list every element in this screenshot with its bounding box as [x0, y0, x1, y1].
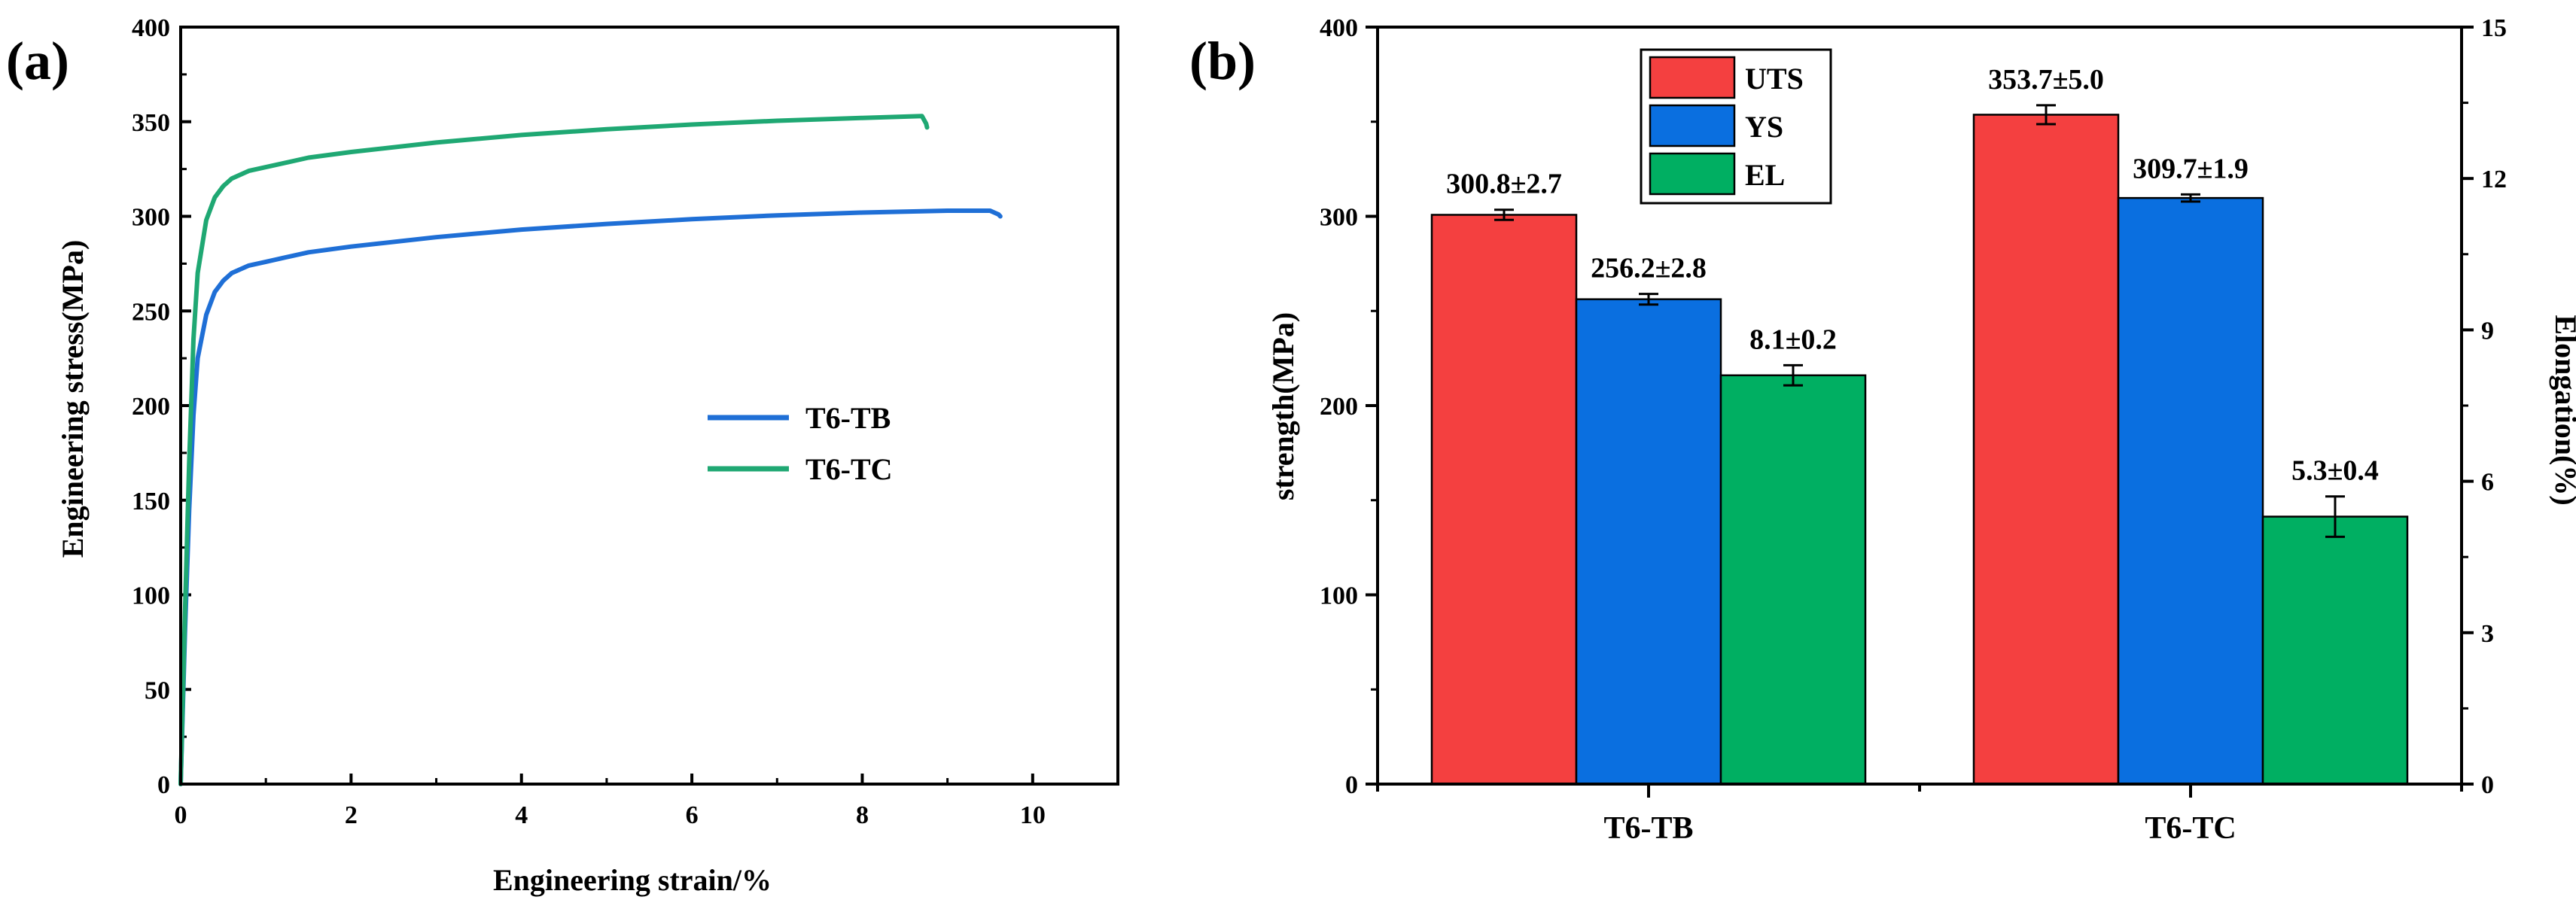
panel-b-bars: 300.8±2.7 256.2±2.8 8.1±0.2 353.7±5.0 309.7±…	[1430, 64, 2409, 786]
bar-el-t6-tc	[2261, 515, 2409, 786]
panel-a: (a) Engineering stress(MPa) Engineering …	[6, 14, 1119, 897]
bar-uts-t6-tb	[1430, 214, 1578, 786]
category-label-t6-tc: T6-TC	[2145, 811, 2236, 846]
legend-label-t6-tc: T6-TC	[805, 452, 893, 486]
data-label-ys-t6-tc: 309.7±1.9	[2133, 153, 2249, 184]
series-line-t6-tc	[178, 114, 930, 786]
panel-a-plot-frame	[179, 26, 1119, 786]
panel-b-y2-tick-label: 15	[2481, 14, 2507, 42]
panel-a-y-tick-label: 50	[145, 676, 170, 704]
legend-label-uts: UTS	[1745, 62, 1804, 96]
panel-b-y2-tick-label: 3	[2481, 620, 2494, 648]
legend-swatch-ys	[1649, 104, 1736, 147]
panel-b-y2-axis-title: Elongation(%)	[2549, 315, 2576, 505]
bar-uts-t6-tc	[1972, 114, 2120, 786]
panel-b-y2-tick-label: 9	[2481, 317, 2494, 345]
panel-a-x-tick-label: 2	[345, 801, 358, 829]
panel-b-y2-tick-label: 12	[2481, 166, 2507, 193]
legend-label-t6-tb: T6-TB	[805, 401, 891, 435]
panel-b-y-axis-title: strength(MPa)	[1266, 312, 1300, 500]
panel-a-ticks: 0 50 100 150 200 250 300 350 400 0 2 4 6 8 10	[132, 14, 1046, 829]
panel-b-y-tick-label: 300	[1320, 204, 1358, 232]
panel-b: (b) strength(MPa) Elongation(%) 0 100 200 3…	[1189, 14, 2576, 846]
data-label-el-t6-tc: 5.3±0.4	[2291, 455, 2379, 487]
legend-swatch-el	[1649, 152, 1736, 196]
panel-a-lines	[178, 114, 1003, 786]
panel-a-y-tick-label: 250	[132, 298, 170, 326]
panel-a-x-tick-label: 8	[856, 801, 869, 829]
panel-a-y-tick-label: 350	[132, 109, 170, 137]
bar-ys-t6-tc	[2117, 196, 2264, 786]
category-label-t6-tb: T6-TB	[1603, 811, 1693, 846]
panel-b-y-tick-label: 200	[1320, 393, 1358, 421]
panel-a-y-tick-label: 0	[157, 771, 170, 799]
panel-a-label: (a)	[6, 31, 69, 91]
panel-a-x-axis-title: Engineering strain/%	[493, 863, 772, 897]
panel-b-y-tick-label: 100	[1320, 582, 1358, 610]
bar-el-t6-tb	[1719, 374, 1867, 786]
legend-swatch-uts	[1649, 56, 1736, 99]
panel-a-y-axis-title: Engineering stress(MPa)	[56, 240, 90, 558]
series-line-t6-tb	[178, 208, 1003, 786]
legend-label-el: EL	[1745, 158, 1785, 192]
panel-a-y-tick-label: 200	[132, 393, 170, 421]
data-label-uts-t6-tb: 300.8±2.7	[1446, 169, 1562, 200]
panel-a-y-tick-label: 150	[132, 488, 170, 515]
panel-a-y-tick-label: 300	[132, 204, 170, 232]
data-label-uts-t6-tc: 353.7±5.0	[1988, 64, 2104, 96]
panel-b-y2-tick-label: 6	[2481, 469, 2494, 497]
panel-a-x-tick-label: 0	[175, 801, 187, 829]
legend-label-ys: YS	[1745, 110, 1783, 144]
panel-b-y-tick-label: 400	[1320, 14, 1358, 42]
bar-ys-t6-tb	[1575, 298, 1722, 786]
data-label-el-t6-tb: 8.1±0.2	[1749, 324, 1837, 355]
panel-b-legend: UTS YS EL	[1640, 48, 1832, 205]
panel-a-y-tick-label: 100	[132, 582, 170, 610]
panel-a-x-tick-label: 6	[686, 801, 699, 829]
panel-b-label: (b)	[1189, 31, 1256, 91]
panel-b-y-tick-label: 0	[1345, 771, 1358, 799]
panel-b-ticks: 0 100 200 300 400 0 3 6 9 12 15 T6-TB T6-TC	[1320, 14, 2507, 846]
panel-a-y-tick-label: 400	[132, 14, 170, 42]
panel-a-x-tick-label: 10	[1020, 801, 1046, 829]
panel-b-plot-frame	[1376, 26, 2463, 786]
panel-a-x-tick-label: 4	[515, 801, 528, 829]
panel-a-legend: T6-TB T6-TC	[708, 401, 893, 486]
panel-b-y2-tick-label: 0	[2481, 771, 2494, 799]
data-label-ys-t6-tb: 256.2±2.8	[1591, 253, 1707, 284]
